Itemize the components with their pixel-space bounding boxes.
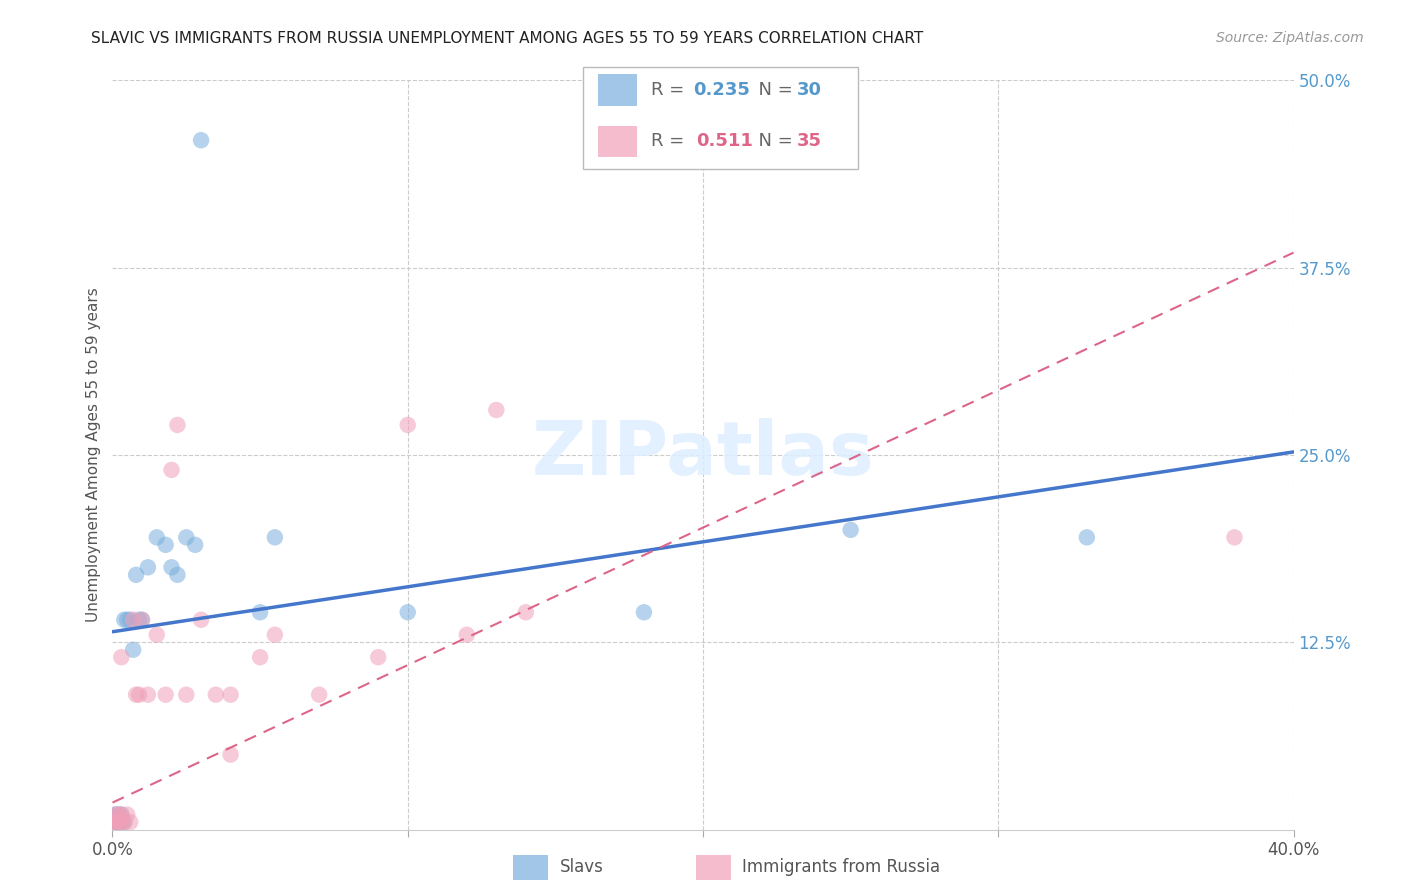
Point <box>131 613 153 627</box>
Text: Source: ZipAtlas.com: Source: ZipAtlas.com <box>1216 31 1364 45</box>
Point <box>264 530 287 544</box>
Text: R =: R = <box>651 81 690 99</box>
Point <box>122 642 145 657</box>
Point <box>110 815 132 830</box>
Point <box>155 538 177 552</box>
Point <box>103 815 125 830</box>
Point <box>184 538 207 552</box>
Point <box>120 613 142 627</box>
Point <box>1223 530 1246 544</box>
Text: Slavs: Slavs <box>560 858 603 876</box>
Point <box>146 530 169 544</box>
Point <box>174 688 197 702</box>
Text: R =: R = <box>651 132 696 150</box>
Point <box>117 613 138 627</box>
Point <box>136 688 159 702</box>
Point <box>264 628 287 642</box>
Point <box>110 807 132 822</box>
Point <box>515 605 537 619</box>
Text: 0.235: 0.235 <box>693 81 749 99</box>
Point <box>122 613 145 627</box>
Point <box>174 530 197 544</box>
Y-axis label: Unemployment Among Ages 55 to 59 years: Unemployment Among Ages 55 to 59 years <box>86 287 101 623</box>
Text: SLAVIC VS IMMIGRANTS FROM RUSSIA UNEMPLOYMENT AMONG AGES 55 TO 59 YEARS CORRELAT: SLAVIC VS IMMIGRANTS FROM RUSSIA UNEMPLO… <box>91 31 924 46</box>
Point <box>105 815 128 830</box>
Point <box>1076 530 1098 544</box>
Point <box>155 688 177 702</box>
Point <box>166 567 188 582</box>
Point <box>120 815 142 830</box>
Point <box>160 463 183 477</box>
Point <box>367 650 389 665</box>
Point <box>107 807 129 822</box>
Point <box>219 688 242 702</box>
Text: 0.511: 0.511 <box>696 132 752 150</box>
Point <box>136 560 159 574</box>
Point <box>485 403 508 417</box>
Point <box>128 688 150 702</box>
Point <box>146 628 169 642</box>
Point <box>131 613 153 627</box>
Point <box>396 605 419 619</box>
Point <box>396 417 419 432</box>
Point <box>104 807 127 822</box>
Point <box>104 807 127 822</box>
Point <box>125 567 148 582</box>
Point <box>249 650 271 665</box>
Text: ZIPatlas: ZIPatlas <box>531 418 875 491</box>
Point <box>219 747 242 762</box>
Point <box>107 807 129 822</box>
Point <box>308 688 330 702</box>
Point <box>105 815 128 830</box>
Point <box>112 815 135 830</box>
Point <box>107 815 129 830</box>
Point <box>128 613 150 627</box>
Point <box>839 523 862 537</box>
Point <box>103 815 125 830</box>
Point <box>104 815 127 830</box>
Point <box>117 807 138 822</box>
Point <box>633 605 655 619</box>
Point <box>107 815 129 830</box>
Point <box>160 560 183 574</box>
Point <box>104 815 127 830</box>
Text: N =: N = <box>747 132 799 150</box>
Point <box>249 605 271 619</box>
Point <box>112 815 135 830</box>
Point <box>110 807 132 822</box>
Point <box>190 133 212 147</box>
Point <box>125 688 148 702</box>
Text: 30: 30 <box>797 81 823 99</box>
Text: Immigrants from Russia: Immigrants from Russia <box>742 858 941 876</box>
Point <box>190 613 212 627</box>
Text: 35: 35 <box>797 132 823 150</box>
Point <box>456 628 478 642</box>
Point <box>110 815 132 830</box>
Point <box>205 688 228 702</box>
Point <box>166 417 188 432</box>
Point <box>112 613 135 627</box>
Point <box>110 650 132 665</box>
Text: N =: N = <box>747 81 799 99</box>
